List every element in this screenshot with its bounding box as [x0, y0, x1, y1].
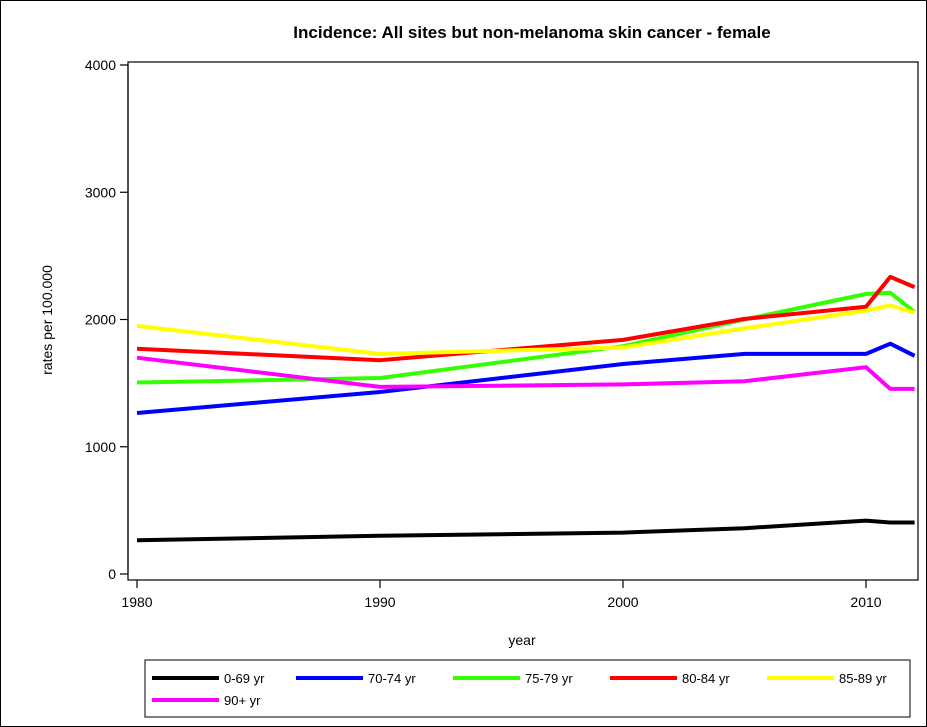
legend-label: 75-79 yr	[525, 671, 573, 686]
chart-title: Incidence: All sites but non-melanoma sk…	[293, 23, 770, 42]
y-tick-label: 3000	[85, 184, 116, 200]
x-tick-label: 1980	[121, 594, 152, 610]
legend-label: 0-69 yr	[224, 671, 265, 686]
series-line-70-74-yr	[136, 341, 916, 415]
legend-label: 80-84 yr	[682, 671, 730, 686]
y-tick-label: 4000	[85, 57, 116, 73]
x-axis: 1980 1990 2000 2010	[121, 580, 882, 610]
y-tick-label: 1000	[85, 439, 116, 455]
series-lines	[136, 274, 916, 543]
x-tick-label: 2010	[850, 594, 881, 610]
legend-label: 70-74 yr	[368, 671, 416, 686]
y-tick-label: 2000	[85, 312, 116, 328]
series-line-90-yr	[136, 355, 915, 391]
y-tick-label: 0	[108, 566, 116, 582]
x-tick-label: 2000	[607, 594, 638, 610]
x-tick-label: 1990	[364, 594, 395, 610]
legend-label: 85-89 yr	[839, 671, 887, 686]
y-axis: 0 1000 2000 3000 4000	[85, 57, 129, 582]
legend	[144, 659, 911, 718]
x-axis-label: year	[508, 632, 536, 648]
legend-items: 0-69 yr 70-74 yr 75-79 yr 80-84 yr 85-89 yr 9…	[152, 671, 887, 708]
legend-label: 90+ yr	[224, 693, 261, 708]
series-line-0-69-yr	[136, 518, 915, 543]
y-axis-label: rates per 100.000	[39, 265, 55, 375]
series-line-80-84-yr	[136, 274, 916, 363]
series-line-85-89-yr	[136, 303, 916, 356]
